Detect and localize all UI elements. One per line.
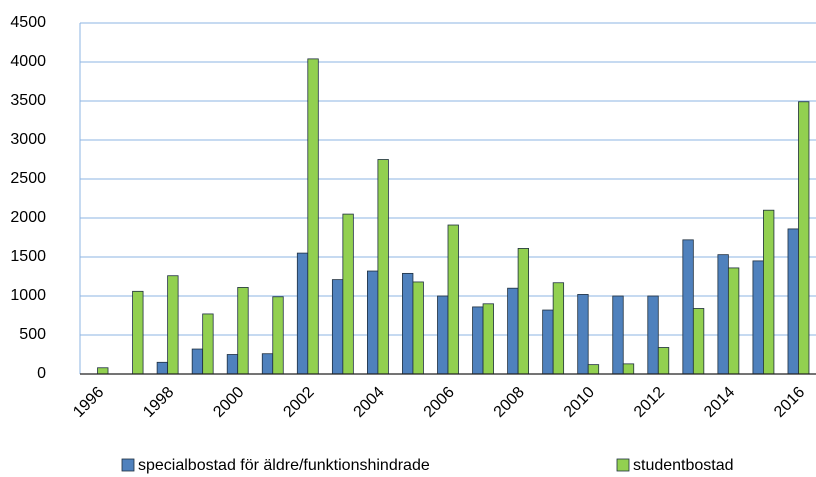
- x-tick-label: 2006: [421, 384, 458, 421]
- x-tick-label: 2014: [701, 384, 738, 421]
- bar: [296, 252, 309, 375]
- bar: [517, 248, 529, 375]
- y-tick-label: 1500: [10, 248, 46, 265]
- bar: [482, 303, 494, 375]
- x-tick-label: 2010: [561, 384, 598, 421]
- bar: [132, 290, 144, 375]
- y-tick-label: 3000: [10, 131, 46, 148]
- bar: [752, 260, 764, 375]
- bar: [787, 228, 799, 375]
- x-tick-label: 2008: [491, 384, 528, 421]
- bar: [307, 58, 319, 375]
- bar: [472, 306, 484, 375]
- y-tick-label: 1000: [10, 287, 46, 304]
- legend-label: specialbostad för äldre/funktionshindrad…: [138, 457, 430, 474]
- x-tick-label: 2012: [631, 384, 668, 421]
- bar: [727, 267, 740, 375]
- bar: [507, 287, 519, 375]
- y-tick-label: 4500: [10, 14, 46, 31]
- legend-swatch: [616, 458, 630, 472]
- bar: [97, 367, 109, 375]
- bar: [798, 101, 810, 375]
- bar: [692, 308, 705, 375]
- bar: [156, 361, 169, 375]
- bar: [577, 294, 589, 375]
- bar: [612, 295, 624, 375]
- x-tick-label: 2000: [210, 384, 247, 421]
- bar: [342, 213, 354, 375]
- bar: [412, 281, 424, 375]
- bar: [682, 239, 694, 375]
- bar: [331, 279, 344, 375]
- bar: [272, 296, 284, 375]
- bar: [587, 364, 600, 375]
- legend-swatch: [121, 458, 135, 472]
- x-tick-label: 2016: [771, 384, 808, 421]
- x-tick-label: 2002: [280, 384, 317, 421]
- y-tick-label: 4000: [10, 53, 46, 70]
- y-tick-label: 0: [37, 365, 46, 382]
- bar: [402, 272, 414, 375]
- bar: [377, 159, 389, 375]
- x-tick-label: 2004: [351, 384, 388, 421]
- bar: [717, 254, 729, 375]
- bar: [437, 295, 449, 375]
- bar: [167, 275, 179, 375]
- bar: [261, 353, 274, 375]
- bar: [447, 224, 459, 375]
- y-tick-label: 500: [19, 326, 46, 343]
- bar: [647, 295, 659, 375]
- bar: [657, 347, 670, 375]
- x-tick-label: 1996: [70, 384, 107, 421]
- bar: [191, 348, 204, 375]
- bar: [542, 309, 554, 375]
- bar: [552, 282, 565, 375]
- y-tick-label: 2500: [10, 170, 46, 187]
- y-tick-label: 2000: [10, 209, 46, 226]
- x-tick-label: 1998: [140, 384, 177, 421]
- y-tick-label: 3500: [10, 92, 46, 109]
- bar: [226, 354, 239, 375]
- bar: [202, 313, 214, 375]
- legend-label: studentbostad: [633, 457, 734, 474]
- bar: [237, 287, 249, 375]
- bar: [367, 270, 379, 375]
- bar: [622, 363, 635, 375]
- bar: [763, 209, 775, 375]
